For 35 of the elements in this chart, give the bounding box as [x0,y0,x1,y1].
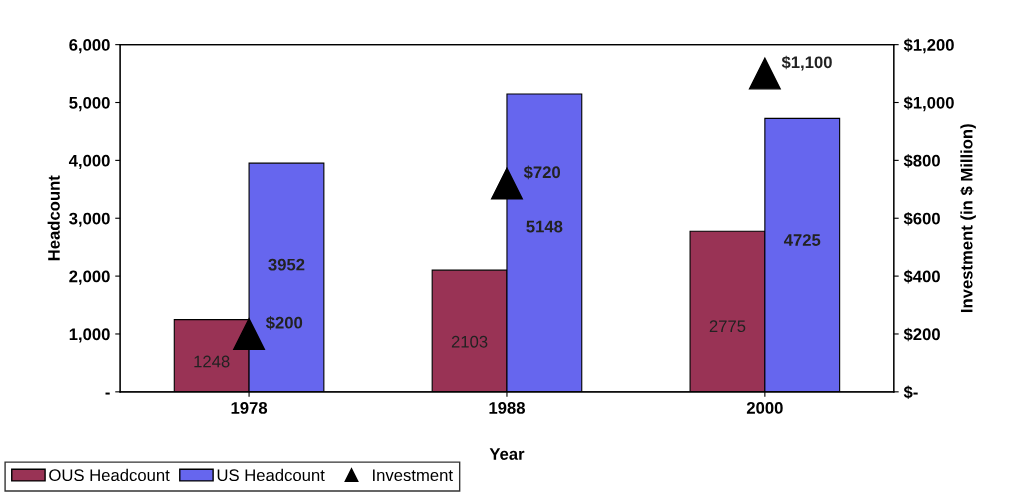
y-axis-title: Headcount [47,175,60,261]
y-tick-label: 6,000 [69,39,110,54]
x-tick-label: 1978 [231,402,268,414]
point [490,167,523,200]
legend-label: US Headcount [217,468,325,482]
legend-label: OUS Headcount [49,468,170,482]
y2-tick-label: $600 [903,211,940,226]
point [748,57,781,90]
y2-axis-title: Investment (in $ Million) [960,124,976,313]
data-label: $200 [265,316,303,330]
y-tick-label: 2,000 [69,270,110,285]
y2-tick-label: $800 [903,154,940,168]
data-label: 1248 [194,355,230,368]
data-label: 2103 [451,335,488,348]
x-tick-label: 2000 [746,402,783,414]
y-tick-label: - [105,392,110,395]
x-tick-label: 1988 [489,402,525,414]
x-axis-title: Year [489,448,525,460]
y-tick-label: 5,000 [69,96,110,112]
data-label: $1,100 [781,55,832,71]
y-tick-label: 4,000 [68,154,110,169]
y2-tick-label: $1,000 [903,96,954,112]
y-tick-label: 3,000 [69,212,110,227]
data-label: 4725 [783,234,821,246]
y2-tick-label: $400 [903,269,940,284]
y2-tick-label: $- [903,385,918,400]
data-label: 5148 [526,220,563,233]
y-tick-label: 1,000 [69,328,110,343]
data-label: 3952 [268,258,305,271]
y2-tick-label: $1,200 [903,38,954,54]
y2-tick-label: $200 [903,327,940,342]
data-label: $720 [523,165,561,180]
data-label: 2775 [709,320,746,333]
point [233,318,266,350]
legend-label: Investment [373,469,453,482]
